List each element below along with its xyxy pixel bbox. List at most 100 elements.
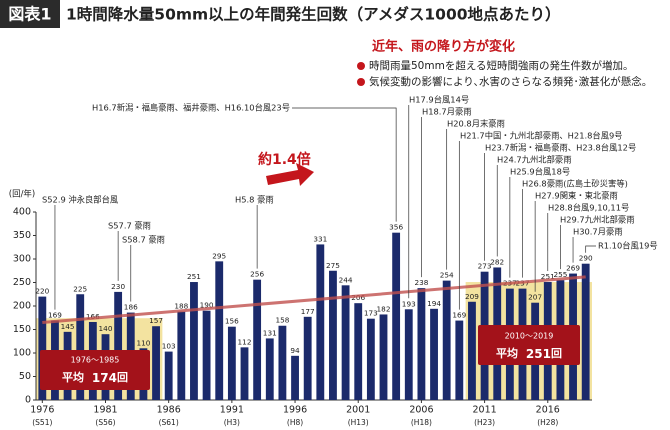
note: 時間雨量50mmを超える短時間強雨の発生件数が増加。 <box>369 59 634 72</box>
data-label: 251 <box>541 272 555 281</box>
bar <box>177 311 186 400</box>
note: 気候変動の影響により､水害のさらなる頻発･激甚化が懸念。 <box>369 75 652 88</box>
annotation: S58.7 豪雨 <box>122 235 165 245</box>
data-label: 186 <box>124 303 138 312</box>
leader-line <box>292 107 397 222</box>
data-label: 188 <box>174 302 188 311</box>
bar <box>455 320 464 400</box>
data-label: 194 <box>427 299 441 308</box>
bullet <box>357 62 365 70</box>
data-label: 169 <box>48 311 62 320</box>
x-tick-sublabel: (H3) <box>224 418 240 427</box>
average-text: 平均 251回 <box>496 346 562 361</box>
x-tick-label: 1991 <box>220 405 244 416</box>
y-tick-label: 350 <box>13 230 31 241</box>
bar <box>164 351 173 400</box>
average-text: 平均 174回 <box>62 370 128 385</box>
average-value: 251 <box>526 347 551 361</box>
bar <box>442 280 451 400</box>
data-label: 251 <box>187 272 201 281</box>
x-tick-sublabel: (H8) <box>287 418 303 427</box>
data-label: 238 <box>414 278 428 287</box>
x-tick-label: 1981 <box>93 405 117 416</box>
x-tick-sublabel: (S56) <box>95 418 115 427</box>
data-label: 182 <box>377 304 391 313</box>
data-label: 206 <box>351 293 365 302</box>
data-label: 166 <box>86 312 100 321</box>
data-label: 103 <box>162 342 176 351</box>
y-tick-label: 400 <box>13 207 31 218</box>
average-value: 174 <box>92 371 117 385</box>
title: 1時間降水量50mm以上の年間発生回数（アメダス1000地点あたり） <box>66 5 561 24</box>
annotation: H28.8台風9,10,11号 <box>548 203 629 213</box>
data-label: 220 <box>35 287 49 296</box>
x-tick-sublabel: (H28) <box>537 418 558 427</box>
bar <box>253 279 262 400</box>
x-tick-label: 2016 <box>536 405 560 416</box>
data-label: 207 <box>528 293 542 302</box>
average-box-bg <box>478 325 580 365</box>
y-tick-label: 150 <box>13 324 31 335</box>
x-tick-sublabel: (H23) <box>474 418 495 427</box>
data-label: 112 <box>238 337 252 346</box>
annotation: S57.7 豪雨 <box>108 221 151 231</box>
bar <box>392 232 401 400</box>
data-label: 331 <box>313 234 327 243</box>
data-label: 193 <box>402 299 416 308</box>
badge: 図表1 <box>8 5 51 24</box>
annotation: S52.9 沖永良部台風 <box>42 195 119 205</box>
bar <box>379 314 388 400</box>
average-label: 平均 <box>496 346 518 360</box>
data-label: 140 <box>99 324 113 333</box>
data-label: 290 <box>579 254 593 263</box>
data-label: 209 <box>465 292 479 301</box>
bar <box>291 355 299 400</box>
data-label: 244 <box>339 275 353 284</box>
data-label: 156 <box>225 317 239 326</box>
bar <box>265 338 274 400</box>
bar <box>316 244 325 400</box>
data-label: 177 <box>301 307 315 316</box>
data-label: 190 <box>200 301 214 310</box>
data-label: 282 <box>490 257 504 266</box>
bar <box>190 282 198 400</box>
y-tick-label: 300 <box>13 254 31 265</box>
x-tick-sublabel: (S51) <box>32 418 52 427</box>
bar <box>278 325 287 400</box>
bar <box>581 263 590 400</box>
y-tick-label: 250 <box>13 277 31 288</box>
annotation: H29.7九州北部豪雨 <box>560 215 635 225</box>
data-label: 225 <box>73 284 87 293</box>
y-axis-label: (回/年) <box>9 189 36 200</box>
bar <box>152 326 160 400</box>
bar <box>215 261 224 400</box>
bar <box>341 285 350 400</box>
bar <box>303 316 312 400</box>
data-label: 169 <box>452 311 466 320</box>
bar <box>430 308 438 400</box>
x-tick-label: 2006 <box>409 405 433 416</box>
data-label: 254 <box>440 271 454 280</box>
data-label: 356 <box>389 223 403 232</box>
annotations: S52.9 沖永良部台風 S57.7 豪雨 S58.7 豪雨 H16.7新潟・福… <box>42 95 658 310</box>
bar <box>329 270 337 400</box>
data-label: 145 <box>61 322 75 331</box>
average-period: 2010〜2019 <box>505 332 554 341</box>
average-unit: 回 <box>117 370 128 384</box>
annotation: H24.7九州北部豪雨 <box>497 155 572 165</box>
annotation: H5.8 豪雨 <box>235 195 274 205</box>
bar <box>366 318 375 400</box>
x-tick-sublabel: (H13) <box>348 418 369 427</box>
annotation: H30.7月豪雨 <box>573 227 623 237</box>
data-label: 230 <box>111 282 125 291</box>
bar <box>417 288 426 400</box>
x-tick-label: 2011 <box>472 405 496 416</box>
x-tick-sublabel: (S61) <box>159 418 179 427</box>
bar <box>354 303 363 400</box>
bar <box>468 301 476 400</box>
average-label: 平均 <box>62 370 84 384</box>
y-tick-label: 100 <box>13 348 31 359</box>
average-unit: 回 <box>551 346 562 360</box>
annotation: H23.7新潟・福島豪雨、H23.8台風12号 <box>485 143 636 153</box>
